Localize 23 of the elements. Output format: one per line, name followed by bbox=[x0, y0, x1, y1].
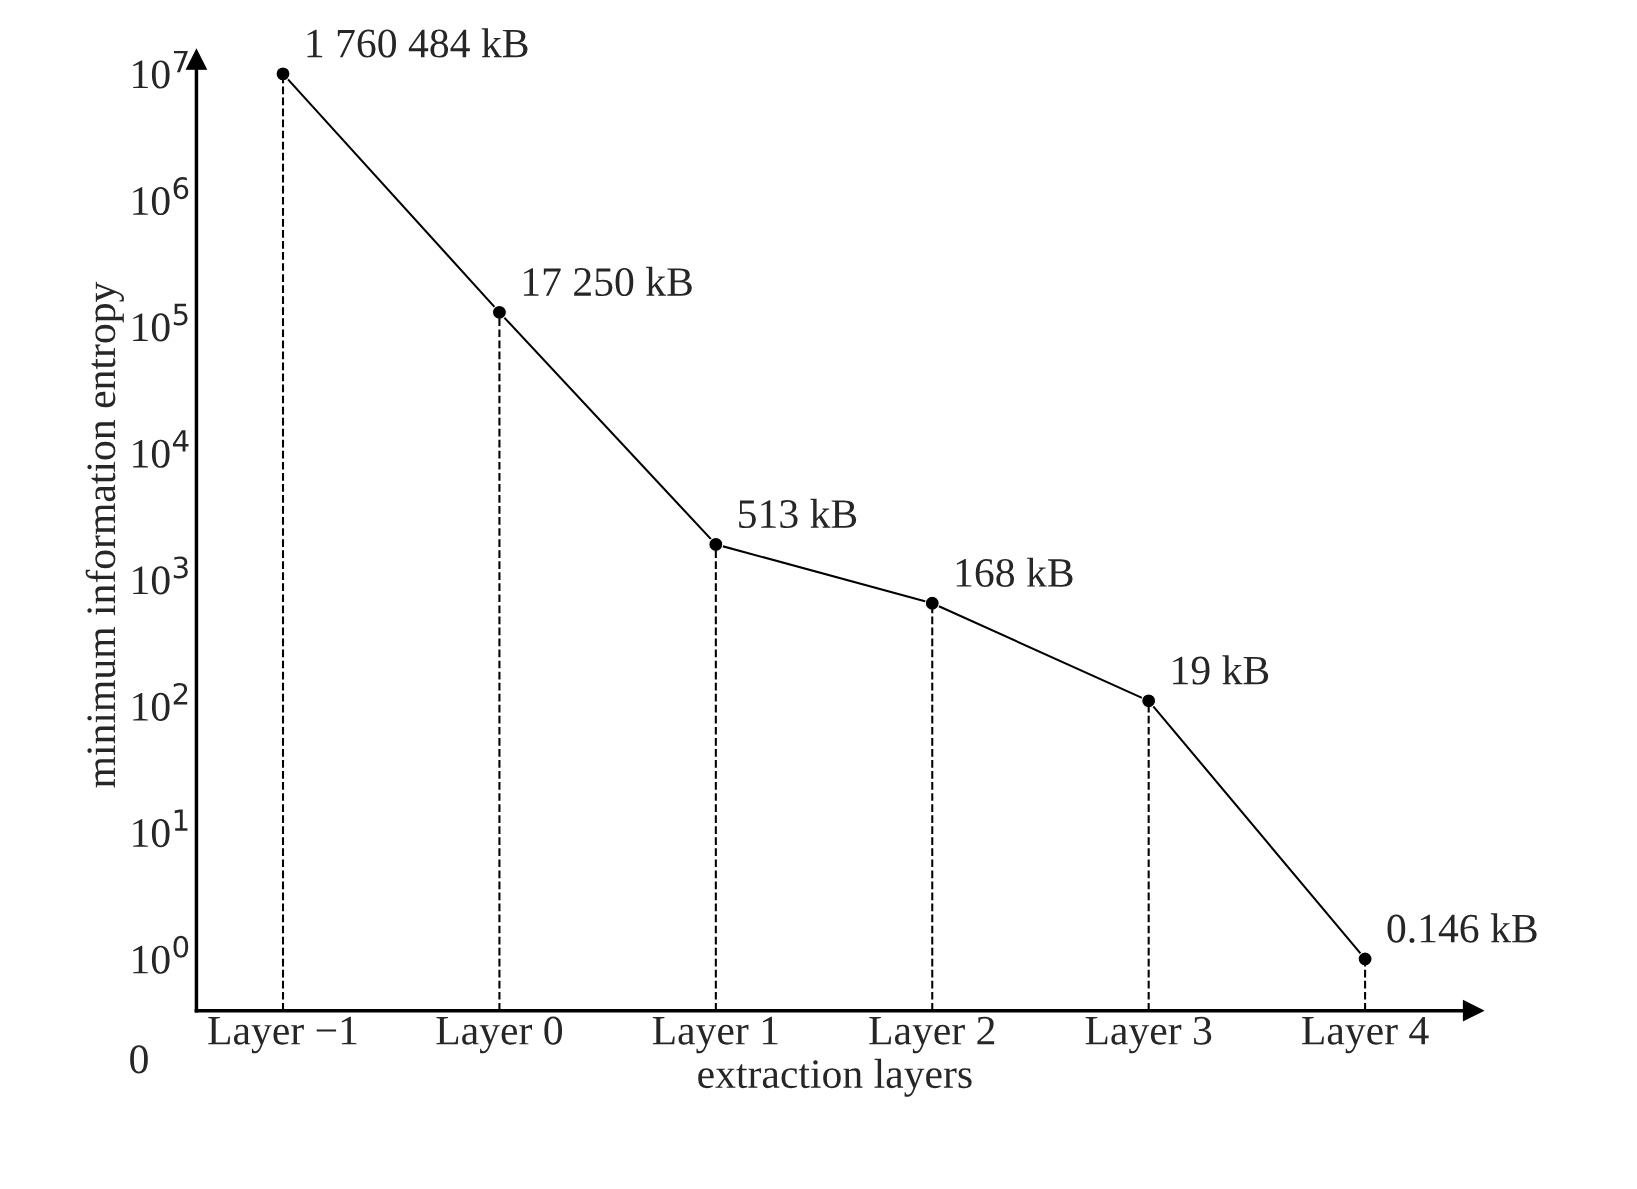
x-tick-label: Layer 1 bbox=[652, 1016, 778, 1054]
y-tick-label: 10$^{5}$ bbox=[133, 303, 188, 342]
y-tick-label: 10$^{7}$ bbox=[133, 50, 188, 89]
y-axis-title: minimum information entropy bbox=[85, 281, 124, 788]
x-tick-label: Layer 0 bbox=[436, 1016, 563, 1054]
y-tick-label: 10$^{0}$ bbox=[133, 935, 189, 974]
annotation: 17 250 kB bbox=[523, 266, 692, 297]
x-tick-label: Layer 3 bbox=[1085, 1016, 1212, 1054]
x-tick-label: Layer 4 bbox=[1302, 1016, 1429, 1054]
annotation: 19 kB bbox=[1173, 655, 1269, 685]
annotation: 513 kB bbox=[739, 498, 857, 529]
text: 0 bbox=[130, 1045, 148, 1074]
y-tick-label: 10$^{6}$ bbox=[133, 177, 189, 216]
y-tick-label: 10$^{3}$ bbox=[133, 556, 188, 595]
y-tick-label: 10$^{1}$ bbox=[133, 809, 188, 848]
x-axis-title: extraction layers bbox=[698, 1058, 972, 1097]
x-tick-label: Layer 2 bbox=[869, 1016, 995, 1054]
x-tick-label: Layer −1 bbox=[208, 1016, 357, 1054]
annotation: 168 kB bbox=[956, 557, 1073, 588]
annotation: 0.146 kB bbox=[1387, 913, 1537, 943]
y-tick-label: 10$^{4}$ bbox=[133, 430, 189, 468]
annotation: 1 760 484 kB bbox=[307, 28, 528, 58]
y-tick-label: 10$^{2}$ bbox=[133, 682, 188, 721]
